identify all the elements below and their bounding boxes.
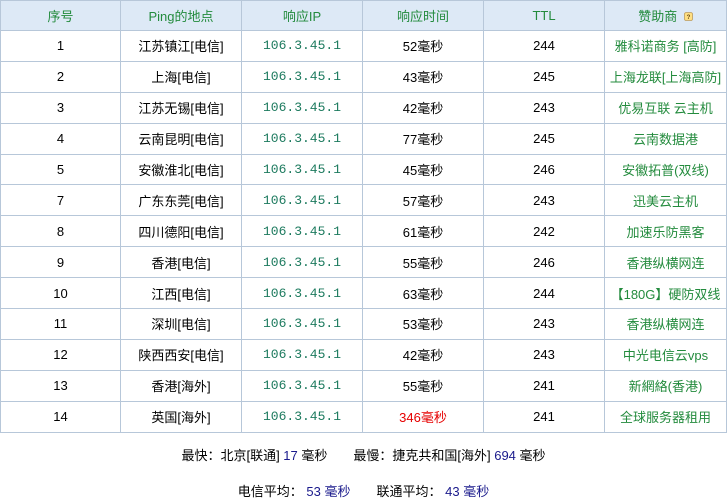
svg-text:?: ? [686,13,690,20]
